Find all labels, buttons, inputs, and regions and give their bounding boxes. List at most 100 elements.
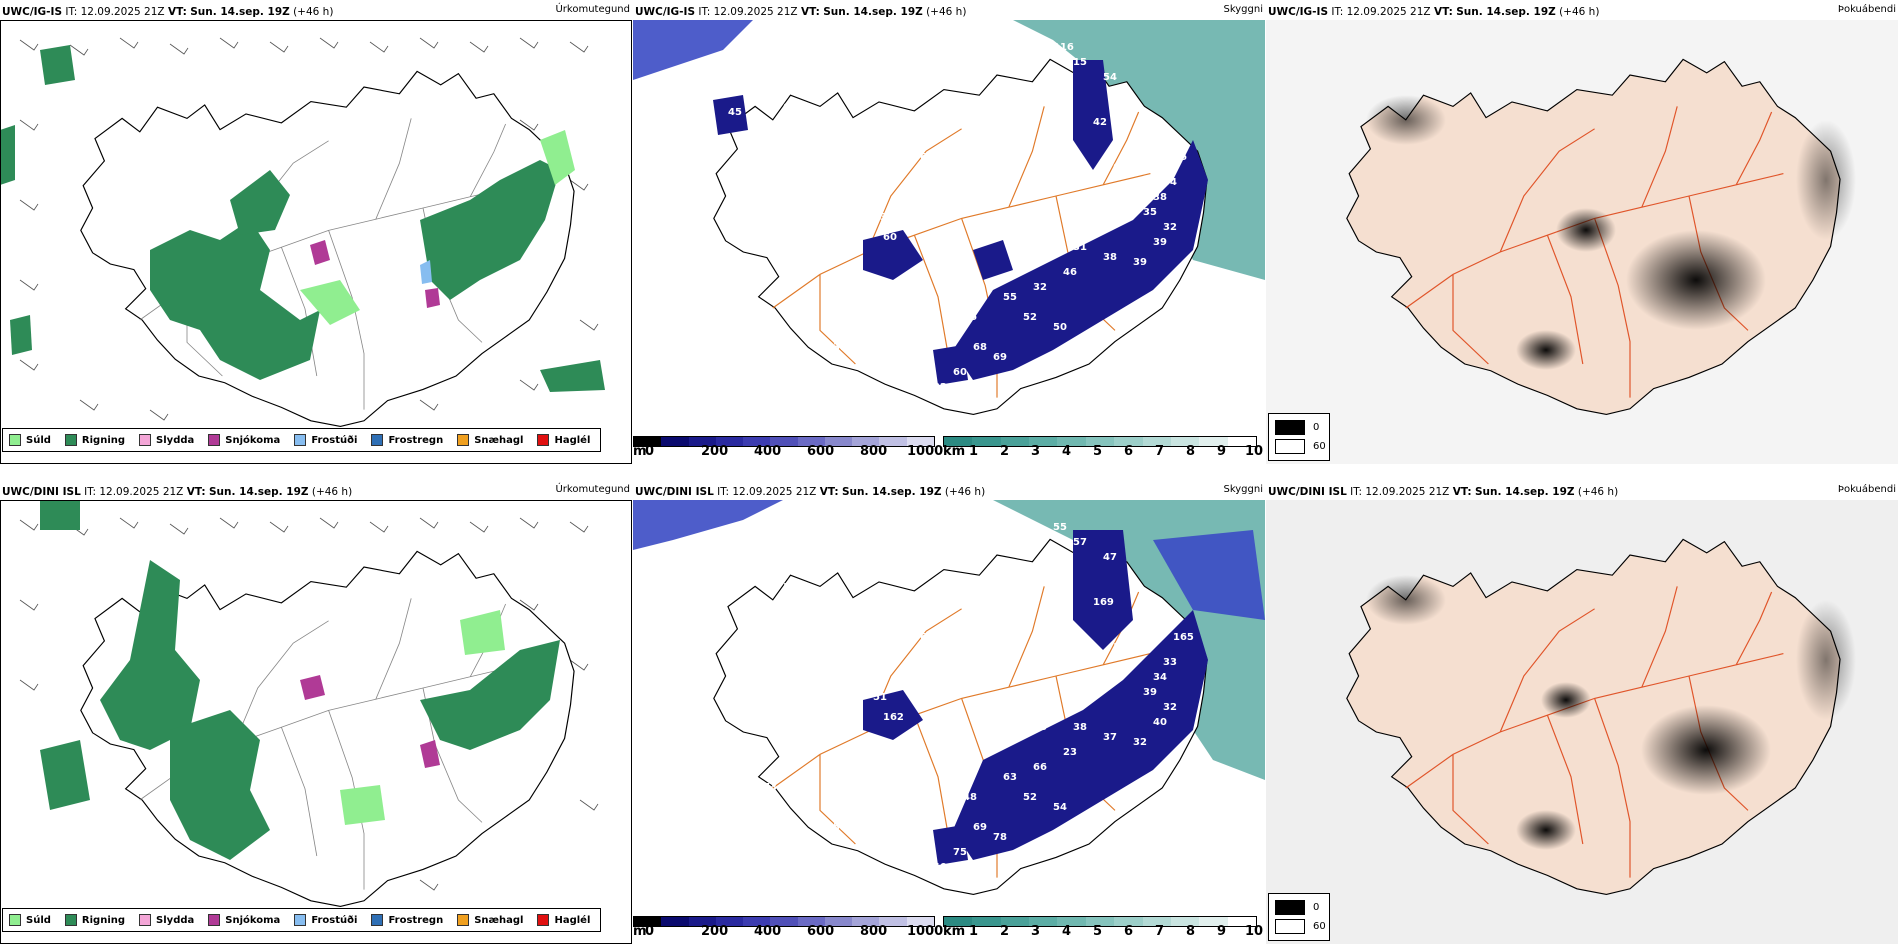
fog-map[interactable] [1266,20,1898,464]
panel-title: Skyggni [1223,484,1263,495]
visibility-colorbar-segment [1085,437,1115,446]
model-name: UWC/IG-IS [2,6,63,18]
panel-header: UWC/IG-IS IT: 12.09.2025 21Z VT: Sun. 14… [635,4,1263,19]
visibility-value-label: 109 [733,532,754,543]
visibility-value-label: 49 [1043,692,1057,703]
visibility-colorbar-segment [972,917,1001,926]
visibility-value-label: 92 [993,692,1007,703]
visibility-unit: km [943,444,966,459]
lead-time: (+46 h) [311,486,353,498]
visibility-map[interactable]: 116 15 54 68 45 65 42 56 36 66 34 38 35 32 39 76 41 42 43 6… [633,20,1265,420]
legend-item-rain: Rigning [64,914,125,926]
model-name: UWC/IG-IS [635,6,696,18]
ceiling-colorbar-segment [688,437,716,446]
visibility-value-label: 35 [1143,207,1157,218]
visibility-value-label: 38 [1153,192,1167,203]
panel-header: UWC/DINI ISL IT: 12.09.2025 21Z VT: Sun.… [2,484,630,499]
run-info: IT: 12.09.2025 21Z [698,6,798,18]
visibility-value-label: 52 [1023,312,1037,323]
visibility-colorbar-segment [1057,437,1086,446]
visibility-value-label: 52 [893,812,907,823]
valid-time: Sun. 14.sep. 19Z [1456,6,1556,18]
visibility-colorbar [943,916,1257,927]
ceiling-colorbar-segment [797,437,825,446]
visibility-colorbar-segment [1085,917,1115,926]
visibility-value-label: 88 [893,332,907,343]
visibility-value-label: 32 [933,382,947,393]
visibility-value-label: 55 [1003,292,1017,303]
run-info: IT: 12.09.2025 21Z [717,486,817,498]
visibility-value-label: 169 [1093,597,1114,608]
fog-legend: 0 60 [1268,893,1330,941]
visibility-value-label: 68 [973,342,987,353]
lead-time: (+46 h) [944,486,986,498]
valid-time: Sun. 14.sep. 19Z [823,6,923,18]
visibility-colorbar [943,436,1257,447]
visibility-colorbar-segment [1000,437,1030,446]
fog-panel-top: UWC/IG-IS IT: 12.09.2025 21Z VT: Sun. 14… [1266,0,1898,464]
visibility-value-label: 67 [993,212,1007,223]
visibility-colorbar-segment [1199,917,1228,926]
visibility-value-label: 42 [933,677,947,688]
visibility-value-label: 69 [973,822,987,833]
visibility-value-label: 66 [1033,762,1047,773]
legend-item-freezing-drizzle: Frostúði [294,434,357,446]
ceiling-colorbar-segment [906,917,934,926]
visibility-unit: km [943,924,966,939]
precip-type-map[interactable] [0,20,632,464]
visibility-value-label: 47 [1103,552,1117,563]
ceiling-colorbar-segment [797,917,825,926]
valid-prefix: VT: [819,486,839,498]
valid-time: Sun. 14.sep. 19Z [841,486,942,498]
visibility-value-label: 165 [1173,632,1194,643]
visibility-value-label: 32 [1163,702,1177,713]
visibility-colorbar-segment [1029,437,1058,446]
run-info: IT: 12.09.2025 21Z [65,6,165,18]
visibility-value-label: 60 [883,232,897,243]
visibility-value-label: 54 [1053,802,1067,813]
visibility-value-label: 98 [783,752,797,763]
visibility-value-label: 63 [1003,772,1017,783]
lead-time: (+46 h) [926,6,967,18]
ceiling-colorbar-segment [661,437,689,446]
visibility-value-label: 82 [863,312,877,323]
visibility-map[interactable]: 55 57 47 109 60 38 169 112 165 115 33 34 39 32 40 36 31 4… [633,500,1265,900]
fog-panel-bottom: UWC/DINI ISL IT: 12.09.2025 21Z VT: Sun.… [1266,480,1898,944]
visibility-value-label: 46 [1063,267,1077,278]
legend-item-freezing-rain: Frostregn [371,434,443,446]
visibility-colorbar-segment [1114,437,1143,446]
visibility-value-label: 55 [1053,522,1067,533]
visibility-colorbar-segment [1227,437,1256,446]
visibility-ticks: 1 2 3 4 5 6 7 8 9 10 [969,444,1264,459]
visibility-panel-top: UWC/IG-IS IT: 12.09.2025 21Z VT: Sun. 14… [633,0,1265,464]
run-info: IT: 12.09.2025 21Z [1350,486,1450,498]
visibility-colorbar-segment [1227,917,1256,926]
legend-item-rain: Rigning [64,434,125,446]
precip-type-map[interactable] [0,500,632,944]
ceiling-colorbar [633,916,935,927]
visibility-value-label: 75 [953,847,967,858]
ceiling-ticks: 0 200 400 600 800 1000 [645,924,944,939]
visibility-colorbar-segment [1000,917,1030,926]
panel-title: Þokuábendi [1837,4,1896,15]
visibility-value-label: 38 [1073,722,1087,733]
visibility-value-label: 39 [1133,257,1147,268]
lead-time: (+46 h) [1577,486,1619,498]
visibility-value-label: 112 [1133,617,1154,628]
visibility-value-label: 65 [783,102,797,113]
visibility-value-label: 40 [933,862,947,873]
visibility-value-label: 15 [1073,57,1087,68]
ceiling-colorbar-segment [715,917,744,926]
legend-item-snow-pellets: Snæhagl [457,914,523,926]
ceiling-colorbar-segment [824,917,853,926]
fog-legend: 0 60 [1268,413,1330,461]
legend-item-sleet: Slydda [139,914,194,926]
fog-map[interactable] [1266,500,1898,944]
lead-time: (+46 h) [293,6,334,18]
precip-type-panel-bottom: UWC/DINI ISL IT: 12.09.2025 21Z VT: Sun.… [0,480,632,944]
visibility-value-label: 42 [1093,117,1107,128]
visibility-value-label: 32 [1163,222,1177,233]
visibility-colorbar-segment [1170,917,1200,926]
visibility-value-label: 49 [1043,212,1057,223]
ceiling-colorbar-segment [879,917,907,926]
